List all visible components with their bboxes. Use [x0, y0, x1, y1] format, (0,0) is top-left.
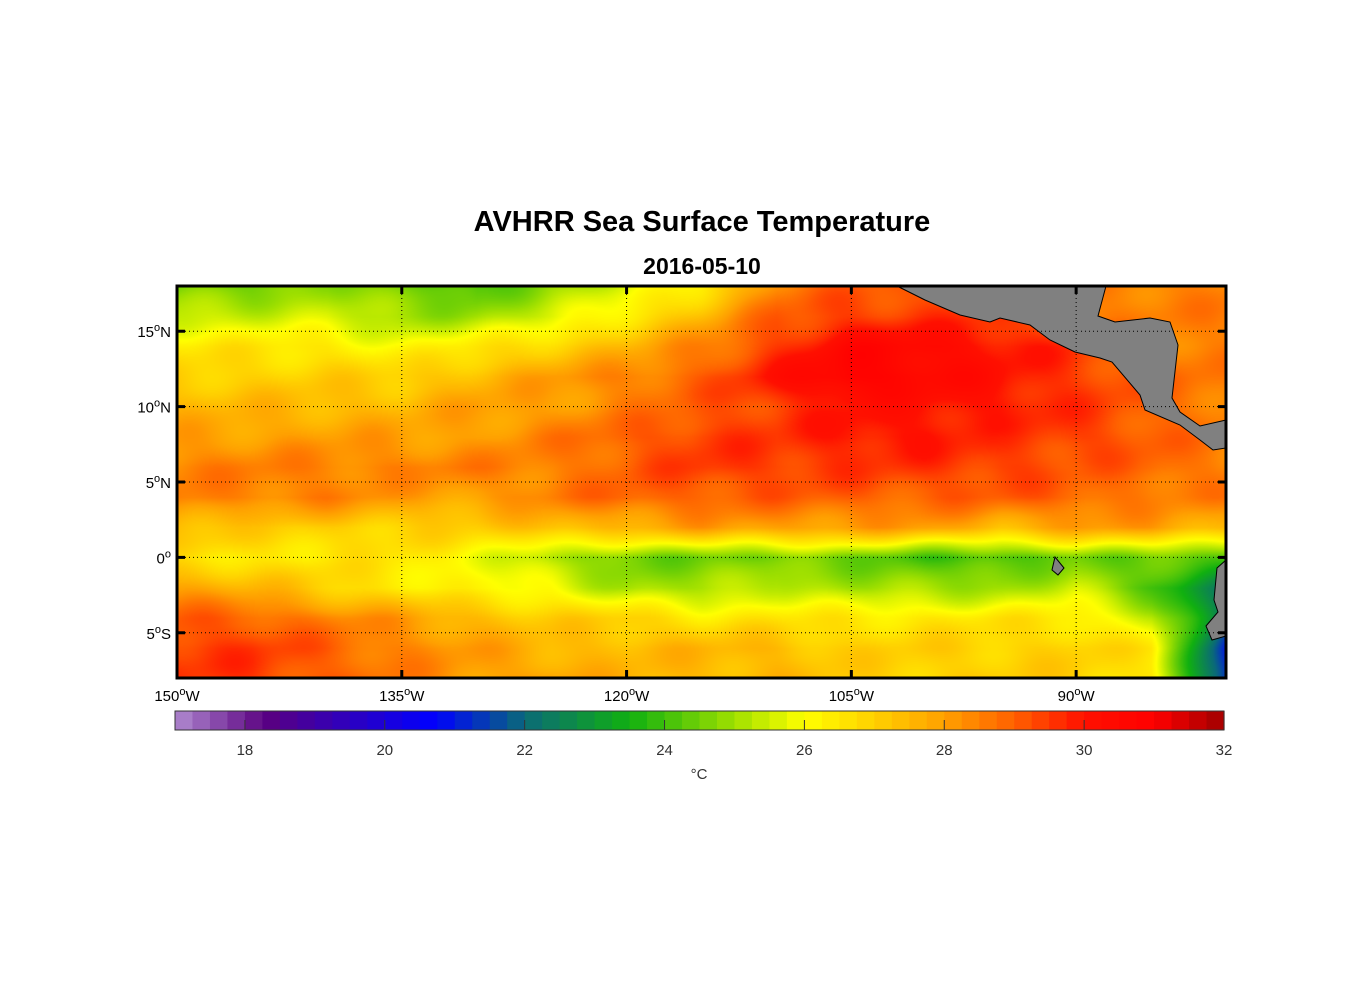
colorbar-tick-label: 26	[796, 742, 813, 759]
colorbar-swatch	[961, 711, 980, 730]
colorbar-swatch	[559, 711, 578, 730]
chart-subtitle: 2016-05-10	[643, 253, 761, 279]
colorbar-swatch	[279, 711, 298, 730]
colorbar-swatch	[209, 711, 229, 730]
y-tick-label: 0o	[157, 548, 171, 567]
colorbar-tick-label: 20	[376, 742, 393, 759]
colorbar-swatch	[297, 711, 316, 730]
colorbar-swatch	[699, 711, 718, 730]
colorbar-swatch	[1066, 711, 1085, 730]
colorbar-tick-label: 22	[516, 742, 533, 759]
colorbar-swatch	[577, 711, 596, 730]
colorbar-swatch	[1014, 711, 1033, 730]
colorbar-swatch	[734, 711, 753, 730]
colorbar-tick-label: 18	[237, 742, 254, 759]
colorbar-swatch	[1136, 711, 1155, 730]
colorbar-swatch	[716, 711, 736, 730]
colorbar-swatch	[244, 711, 264, 730]
colorbar-swatch	[472, 711, 491, 730]
galapagos-island	[1051, 555, 1065, 576]
colorbar-swatch	[786, 711, 805, 730]
colorbar-swatch	[367, 711, 386, 730]
colorbar-swatch	[682, 711, 701, 730]
colorbar-swatch	[489, 711, 508, 730]
y-tick-label: 15oN	[137, 322, 171, 341]
colorbar-tick-label: 30	[1076, 742, 1093, 759]
x-tick-label: 90oW	[1058, 686, 1096, 705]
colorbar-swatch	[332, 711, 351, 730]
axis-ticks: 150oW 135oW 120oW 105oW 90oW 15oN 10oN 5oN 0o 5oS	[137, 286, 1226, 705]
colorbar-swatch	[821, 711, 840, 730]
colorbar-swatch	[1084, 711, 1103, 730]
colorbar-swatch	[1101, 711, 1120, 730]
colorbar-swatch	[349, 711, 368, 730]
y-tick-label: 5oN	[146, 473, 171, 492]
chart-title: AVHRR Sea Surface Temperature	[473, 206, 931, 238]
colorbar: 18 20 22 24 26 28 30 32	[174, 710, 1233, 759]
y-tick-label: 10oN	[137, 398, 171, 417]
grid-lines	[177, 286, 1226, 678]
colorbar-swatch	[751, 711, 771, 730]
land-masses	[896, 285, 1227, 641]
colorbar-swatch	[542, 711, 561, 730]
colorbar-swatch	[612, 711, 631, 730]
colorbar-swatch	[1154, 711, 1173, 730]
colorbar-swatch	[874, 711, 893, 730]
x-tick-label: 105oW	[829, 686, 875, 705]
colorbar-swatch	[804, 711, 823, 730]
colorbar-swatch	[314, 711, 333, 730]
colorbar-tick-label: 24	[656, 742, 673, 759]
colorbar-swatch	[944, 711, 963, 730]
colorbar-swatch	[402, 711, 421, 730]
colorbar-swatch	[979, 711, 998, 730]
colorbar-swatch	[1206, 711, 1225, 730]
colorbar-swatch	[856, 711, 875, 730]
south-america-land	[1205, 558, 1227, 641]
y-tick-label: 5oS	[147, 624, 171, 643]
colorbar-swatch	[1049, 711, 1068, 730]
colorbar-tick-label: 32	[1216, 742, 1233, 759]
colorbar-swatch	[769, 711, 788, 730]
colorbar-swatch	[227, 711, 246, 730]
colorbar-swatch	[1119, 711, 1138, 730]
colorbar-swatch	[1189, 711, 1208, 730]
colorbar-swatch	[891, 711, 910, 730]
colorbar-swatch	[524, 711, 543, 730]
colorbar-swatch	[647, 711, 666, 730]
colorbar-tick-label: 28	[936, 742, 953, 759]
x-tick-label: 120oW	[604, 686, 650, 705]
colorbar-swatch	[507, 711, 526, 730]
x-tick-label: 150oW	[154, 686, 200, 705]
colorbar-swatch	[192, 711, 211, 730]
colorbar-swatch	[454, 711, 473, 730]
colorbar-swatch	[926, 711, 945, 730]
colorbar-swatch	[262, 711, 281, 730]
colorbar-swatch	[594, 711, 613, 730]
colorbar-swatch	[437, 711, 456, 730]
colorbar-swatch	[839, 711, 858, 730]
colorbar-swatch	[419, 711, 438, 730]
colorbar-swatch	[1171, 711, 1190, 730]
colorbar-swatch	[909, 711, 928, 730]
central-america-land	[896, 285, 1227, 451]
plot-frame	[175, 284, 1228, 680]
colorbar-swatch	[1031, 711, 1050, 730]
colorbar-swatch	[664, 711, 683, 730]
colorbar-swatch	[175, 711, 194, 730]
colorbar-swatch	[996, 711, 1015, 730]
colorbar-unit-label: °C	[691, 766, 708, 783]
colorbar-swatch	[384, 711, 403, 730]
colorbar-swatch	[629, 711, 648, 730]
x-tick-label: 135oW	[379, 686, 425, 705]
